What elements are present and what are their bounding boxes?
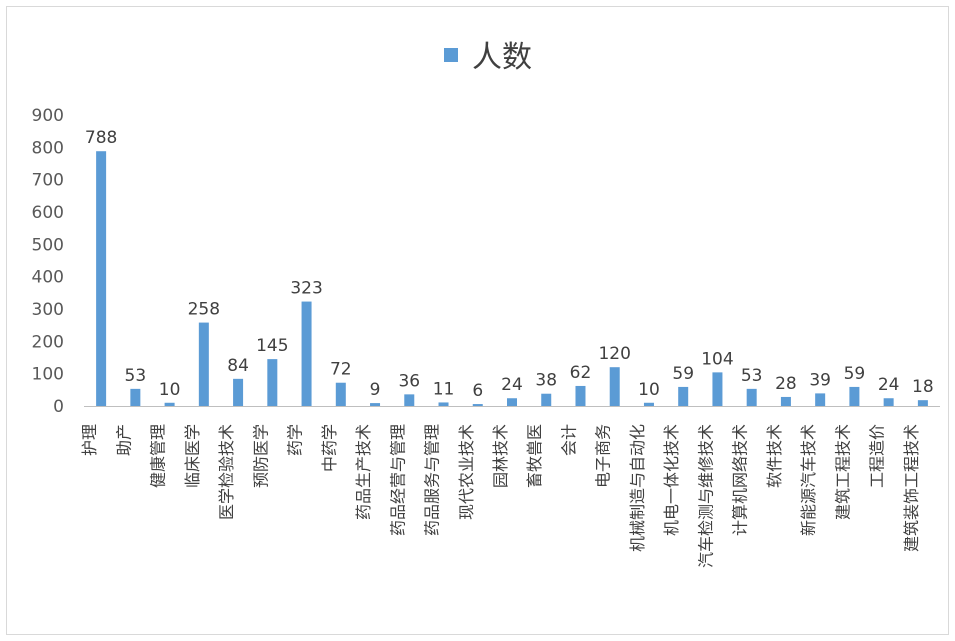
- x-category-label: 预防医学: [251, 424, 270, 488]
- data-label: 10: [638, 380, 660, 400]
- data-label: 53: [741, 366, 763, 386]
- x-category-label: 药品生产技术: [354, 424, 373, 520]
- bar: [849, 386, 860, 406]
- x-category-label: 建筑装饰工程技术: [902, 424, 921, 552]
- x-category-label: 中药学: [320, 424, 339, 472]
- data-label: 62: [570, 363, 592, 383]
- bars: [96, 151, 928, 406]
- data-label: 6: [472, 381, 483, 401]
- bar: [130, 388, 141, 406]
- bar: [370, 403, 381, 406]
- y-tick-label: 100: [32, 365, 64, 385]
- data-label: 24: [878, 375, 900, 395]
- bar: [712, 372, 723, 406]
- data-label: 24: [501, 375, 523, 395]
- x-category-label: 护理: [80, 424, 99, 456]
- bar: [643, 402, 654, 406]
- x-category-label: 建筑工程技术: [833, 424, 852, 520]
- data-label: 84: [227, 356, 249, 376]
- bar: [746, 388, 757, 406]
- bar: [404, 394, 415, 406]
- data-label: 11: [433, 379, 455, 399]
- data-label: 145: [256, 336, 288, 356]
- x-category-label: 电子商务: [594, 424, 613, 488]
- data-label: 28: [775, 374, 797, 394]
- x-category-label: 工程造价: [868, 424, 887, 488]
- data-label: 59: [672, 364, 694, 384]
- bar: [883, 398, 894, 406]
- y-tick-label: 200: [32, 332, 64, 352]
- bar: [438, 402, 449, 406]
- data-label: 104: [701, 349, 733, 369]
- chart-frame: [6, 6, 949, 635]
- x-category-label: 新能源汽车技术: [799, 424, 818, 536]
- y-tick-label: 600: [32, 203, 64, 223]
- y-tick-label: 400: [32, 268, 64, 288]
- y-tick-label: 300: [32, 300, 64, 320]
- bar: [198, 322, 209, 406]
- x-axis: 护理 助产 健康管理 临床医学 医学检验技术 预防医学 药学 中药学 药品生产技术 药品经营与管理…: [80, 406, 940, 568]
- y-tick-label: 0: [53, 397, 64, 417]
- data-label: 18: [912, 377, 934, 397]
- bar: [507, 398, 517, 406]
- y-tick-label: 500: [32, 235, 64, 255]
- data-label: 258: [188, 300, 220, 320]
- x-category-label: 园林技术: [491, 424, 510, 488]
- legend: 人数: [444, 40, 532, 75]
- x-category-label: 健康管理: [149, 424, 168, 488]
- bar: [233, 378, 244, 406]
- x-category-label: 机械制造与自动化: [628, 424, 647, 552]
- x-category-label: 会计: [559, 424, 578, 456]
- data-label: 39: [809, 370, 831, 390]
- y-tick-label: 700: [32, 171, 64, 191]
- data-label: 10: [159, 380, 181, 400]
- x-category-label: 助产: [114, 424, 133, 456]
- bar: [678, 386, 689, 406]
- bar: [609, 367, 620, 406]
- x-category-label: 现代农业技术: [457, 424, 476, 520]
- x-category-label: 机电一体化技术: [662, 424, 681, 536]
- y-axis: 0 100 200 300 400 500 600 700 800 900: [32, 106, 64, 417]
- x-category-label: 畜牧兽医: [525, 424, 544, 488]
- bar: [575, 385, 586, 406]
- x-category-label: 临床医学: [183, 424, 202, 488]
- bar: [164, 402, 175, 406]
- bar: [541, 393, 552, 406]
- bar: [301, 301, 312, 406]
- x-category-label: 医学检验技术: [217, 424, 236, 520]
- data-label: 72: [330, 360, 352, 380]
- bar: [335, 382, 346, 406]
- bar: [780, 396, 791, 406]
- bar: [815, 393, 826, 406]
- data-label: 9: [370, 380, 381, 400]
- data-label: 120: [598, 344, 630, 364]
- bar: [267, 359, 278, 406]
- x-category-label: 药学: [286, 424, 305, 456]
- legend-label: 人数: [472, 40, 532, 75]
- y-tick-label: 800: [32, 138, 64, 158]
- bar: [917, 400, 928, 406]
- data-label: 38: [535, 371, 557, 391]
- data-labels: 788 53 10 258 84 145 323 72 9 36 11 6 24 38 62 120 10 59 1…: [85, 128, 934, 401]
- data-label: 788: [85, 128, 117, 148]
- data-label: 36: [398, 371, 420, 391]
- data-label: 53: [125, 366, 147, 386]
- bar: [472, 404, 483, 406]
- x-category-label: 药品服务与管理: [423, 424, 442, 536]
- x-category-label: 汽车检测与维修技术: [696, 424, 715, 568]
- legend-swatch: [444, 48, 458, 62]
- bar: [96, 151, 107, 406]
- data-label: 59: [844, 364, 866, 384]
- x-category-label: 药品经营与管理: [388, 424, 407, 536]
- x-category-label: 软件技术: [765, 424, 784, 488]
- x-category-label: 计算机网络技术: [731, 424, 750, 536]
- data-label: 323: [290, 279, 322, 299]
- y-tick-label: 900: [32, 106, 64, 126]
